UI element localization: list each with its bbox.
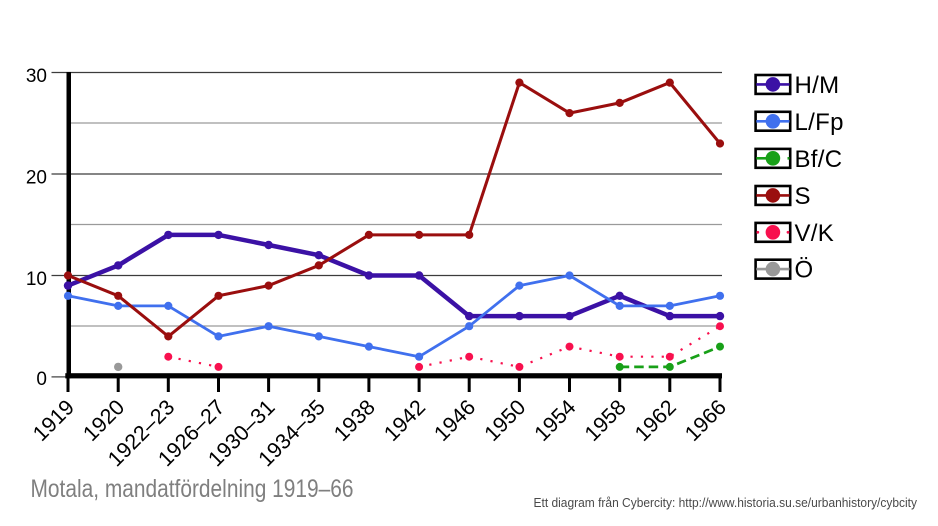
svg-text:V/K: V/K	[795, 220, 835, 247]
svg-text:H/M: H/M	[795, 72, 840, 99]
svg-text:Motala, mandatfördelning 1919–: Motala, mandatfördelning 1919–66	[31, 475, 354, 503]
svg-text:20: 20	[26, 168, 47, 189]
svg-text:S: S	[795, 183, 811, 210]
svg-text:Ett diagram från Cybercity: ht: Ett diagram från Cybercity: http://www.h…	[534, 496, 918, 510]
svg-text:10: 10	[26, 269, 47, 290]
svg-text:Bf/C: Bf/C	[795, 146, 843, 173]
svg-text:Ö: Ö	[795, 257, 814, 284]
svg-text:L/Fp: L/Fp	[795, 109, 844, 136]
svg-text:30: 30	[26, 66, 47, 87]
svg-text:0: 0	[36, 369, 47, 390]
